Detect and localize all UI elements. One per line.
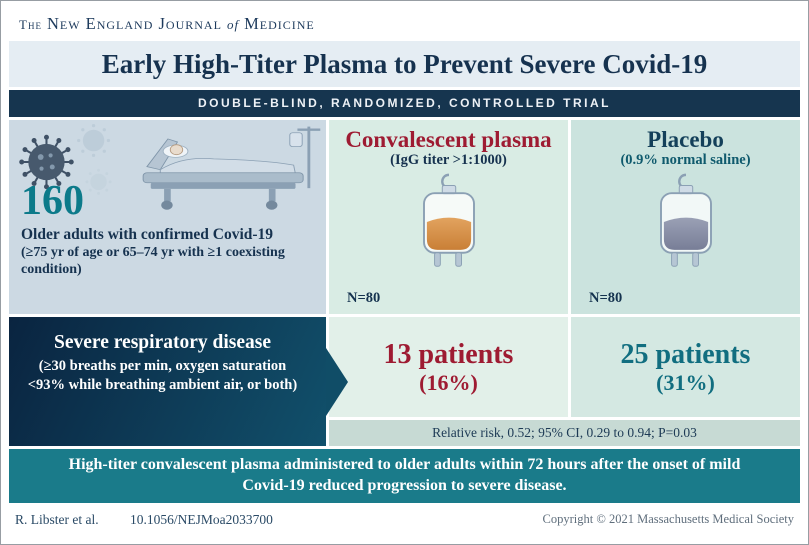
outcome-detail: (≥30 breaths per min, oxygen saturation …	[27, 358, 298, 393]
plasma-arm-panel: Convalescent plasma (IgG titer >1:1000)	[329, 120, 568, 314]
population-description: Older adults with confirmed Covid-19	[21, 226, 274, 244]
placebo-arm-panel: Placebo (0.9% normal saline)	[571, 120, 800, 314]
plasma-arm-detail: (IgG titer >1:1000)	[390, 152, 507, 169]
copyright-text: Copyright © 2021 Massachusetts Medical S…	[542, 512, 794, 527]
placebo-result: 25 patients (31%)	[571, 317, 800, 417]
relative-risk-stats: Relative risk, 0.52; 95% CI, 0.29 to 0.9…	[329, 420, 800, 446]
plasma-result: 13 patients (16%)	[329, 317, 568, 417]
iv-bag-placebo-icon	[659, 173, 712, 268]
citation-block: R. Libster et al. 10.1056/NEJMoa2033700	[15, 512, 273, 528]
content-area: Early High-Titer Plasma to Prevent Sever…	[1, 41, 808, 503]
main-grid: 160 Older adults with confirmed Covid-19…	[9, 120, 800, 446]
outcome-title: Severe respiratory disease	[54, 332, 271, 353]
population-panel: 160 Older adults with confirmed Covid-19…	[9, 120, 326, 314]
journal-masthead: The New England Journal of Medicine	[1, 1, 808, 41]
plasma-arm-title: Convalescent plasma	[345, 127, 552, 152]
citation-doi: 10.1056/NEJMoa2033700	[129, 511, 273, 527]
footer: R. Libster et al. 10.1056/NEJMoa2033700 …	[1, 503, 808, 528]
iv-bag-plasma-icon	[422, 173, 475, 268]
plasma-result-percent: (16%)	[419, 370, 478, 395]
enrolled-count: 160	[21, 178, 84, 224]
page-title: Early High-Titer Plasma to Prevent Sever…	[9, 41, 800, 87]
placebo-arm-title: Placebo	[647, 127, 724, 152]
masthead-name-b: Medicine	[244, 14, 315, 33]
trial-type-banner: DOUBLE-BLIND, RANDOMIZED, CONTROLLED TRI…	[9, 90, 800, 117]
citation-authors: R. Libster et al.	[15, 511, 99, 527]
placebo-result-percent: (31%)	[656, 370, 715, 395]
primary-outcome-box: Severe respiratory disease (≥30 breaths …	[9, 317, 326, 446]
population-criteria: (≥75 yr of age or 65–74 yr with ≥1 coexi…	[21, 244, 285, 277]
placebo-n-label: N=80	[589, 290, 623, 306]
placebo-result-value: 25 patients	[620, 338, 751, 370]
patient-bed-illustration	[142, 126, 321, 210]
virus-icon	[19, 124, 112, 195]
masthead-of: of	[226, 17, 240, 32]
plasma-result-value: 13 patients	[383, 338, 514, 370]
masthead-name-a: New England Journal	[46, 14, 222, 33]
conclusion-banner: High-titer convalescent plasma administe…	[9, 449, 800, 503]
placebo-arm-detail: (0.9% normal saline)	[620, 152, 751, 169]
masthead-the: The	[19, 17, 42, 32]
population-text: 160 Older adults with confirmed Covid-19…	[21, 178, 320, 278]
plasma-n-label: N=80	[347, 290, 381, 306]
